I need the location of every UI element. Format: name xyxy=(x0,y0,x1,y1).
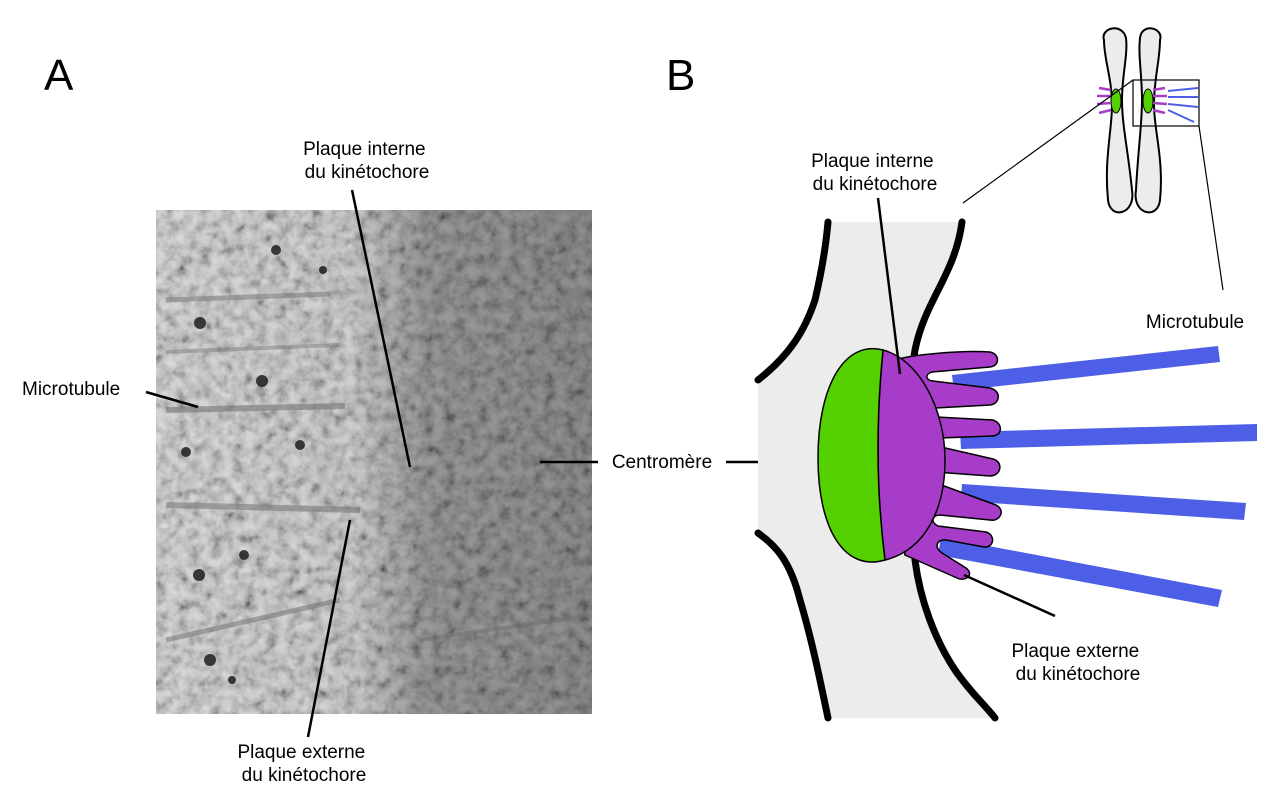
panel-a-letter: A xyxy=(44,51,74,100)
zoom-line-right xyxy=(1198,125,1224,291)
centromere-ellipse xyxy=(817,347,886,563)
microtubule-2 xyxy=(960,424,1257,449)
microtubule-3 xyxy=(961,484,1246,520)
inset-zoom-box xyxy=(1132,79,1200,127)
label-inner-plate-b: Plaque interne du kinétochore xyxy=(811,151,939,195)
panel-a: A Pl xyxy=(22,51,838,786)
microtubules xyxy=(938,346,1257,607)
microtubule-1 xyxy=(952,346,1220,391)
label-microtubule-a: Microtubule xyxy=(22,379,120,400)
leader-microtubule-a xyxy=(145,390,199,409)
panel-b-letter: B xyxy=(666,51,695,100)
label-microtubule-b: Microtubule xyxy=(1146,312,1244,333)
label-centromere: Centromère xyxy=(612,452,712,473)
label-inner-plate-a: Plaque interne du kinétochore xyxy=(303,139,431,183)
label-outer-plate-b: Plaque externe du kinétochore xyxy=(1011,641,1144,685)
leader-inner-plate-b xyxy=(876,197,902,375)
microtubule-4 xyxy=(938,537,1222,607)
leader-inner-plate-a xyxy=(350,189,412,468)
zoom-line-left xyxy=(962,79,1134,204)
panel-b: B xyxy=(666,27,1257,722)
electron-micrograph xyxy=(156,210,593,714)
leader-outer-plate-b xyxy=(963,573,1056,618)
label-outer-plate-a: Plaque externe du kinétochore xyxy=(237,742,370,786)
chromosome-inset xyxy=(1096,27,1200,214)
leader-outer-plate-a xyxy=(306,519,352,738)
